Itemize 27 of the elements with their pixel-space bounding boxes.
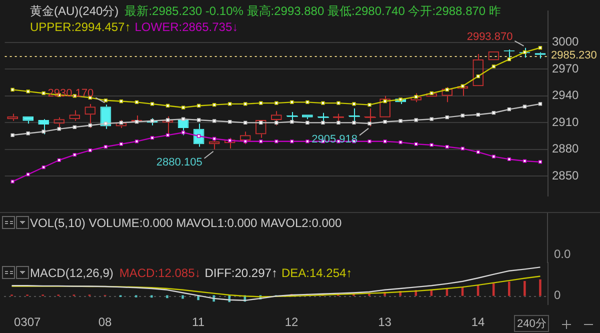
y-tick-label: 2910 [552, 114, 580, 129]
text: 240分 [514, 315, 550, 332]
y-tick-label: 2880 [552, 142, 580, 156]
x-tick-label: 14 [471, 315, 486, 330]
series-label: MACD:12.085↓ [119, 266, 201, 280]
y-tick-label: 2850 [552, 168, 580, 182]
annotation: 2993.870 [466, 30, 513, 43]
x-tick-label: 13 [378, 315, 392, 330]
ref-line-label: 2985.230 [551, 50, 597, 62]
text: 0.0 [554, 247, 571, 261]
x-tick-label: 12 [284, 315, 299, 330]
annotation: 最新:2985.230 -0.10% 最高:2993.880 最低:2980.740 今开:2988.870 昨 [124, 4, 501, 18]
series-label: DEA:14.254↑ [281, 266, 352, 280]
text: LOWER:2865.735↓ [134, 20, 238, 34]
ref-line-label: 0 [554, 288, 561, 302]
series-label: DIFF:20.297↑ [204, 266, 278, 280]
x-tick-label: 08 [98, 315, 112, 330]
annotation: 2880.105 [156, 156, 202, 168]
x-tick-label: 0307 [14, 315, 41, 330]
y-tick-label: 2940 [552, 88, 580, 102]
text: UPPER:2994.457↑ [30, 20, 131, 34]
text: VOL(5,10) VOLUME:0.000 MAVOL1:0.000 MAVOL2:0.000 [30, 216, 342, 230]
y-tick-label: 3000 [552, 34, 580, 49]
chart-title: MACD(12,26,9) [30, 266, 114, 280]
chart-title: 黄金(AU)(240分) [30, 4, 119, 18]
y-tick-label: 2970 [552, 61, 580, 76]
x-tick-label: 11 [192, 315, 205, 330]
